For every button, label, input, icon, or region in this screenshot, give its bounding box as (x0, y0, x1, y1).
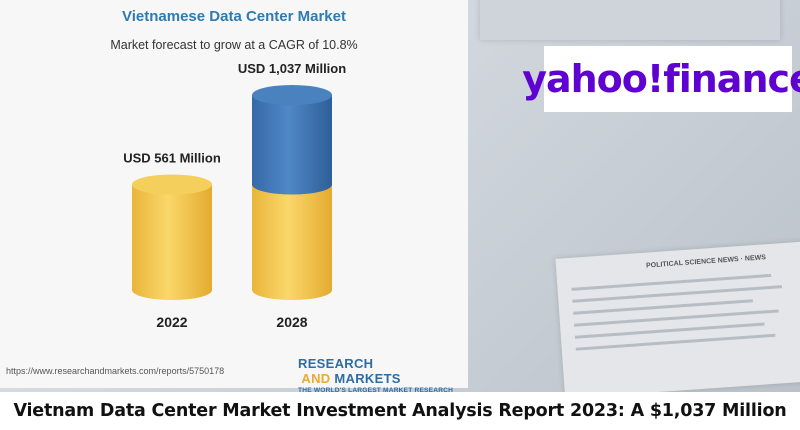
data-label: USD 561 Million (123, 151, 221, 166)
brand-markets: MARKETS (334, 371, 401, 386)
yahoo-finance-wordmark: yahoo!finance (522, 57, 800, 101)
brand-and: AND (298, 371, 335, 386)
background-paper: POLITICAL SCIENCE NEWS · NEWS (555, 241, 800, 399)
background-card (480, 0, 780, 40)
caption-bar: Vietnam Data Center Market Investment An… (0, 392, 800, 430)
bar-2028-growth (252, 85, 332, 195)
infographic-panel: Vietnamese Data Center Market Market for… (0, 0, 468, 401)
bar-2022-base (132, 174, 212, 300)
bar-chart: USD 561 Million 2022 USD 1,037 Million 2028 (123, 61, 346, 330)
yahoo-finance-logo: yahoo!finance (522, 46, 800, 112)
category-label: 2028 (276, 314, 307, 330)
brand-research: RESEARCH (298, 356, 374, 371)
data-label: USD 1,037 Million (238, 61, 346, 76)
chart-title: Vietnamese Data Center Market (122, 8, 346, 25)
background-paper-heading: POLITICAL SCIENCE NEWS · NEWS (645, 254, 767, 270)
chart-subtitle: Market forecast to grow at a CAGR of 10.… (110, 38, 358, 52)
category-label: 2022 (156, 314, 187, 330)
headline-caption: Vietnam Data Center Market Investment An… (13, 401, 787, 421)
source-url: https://www.researchandmarkets.com/repor… (6, 366, 225, 376)
